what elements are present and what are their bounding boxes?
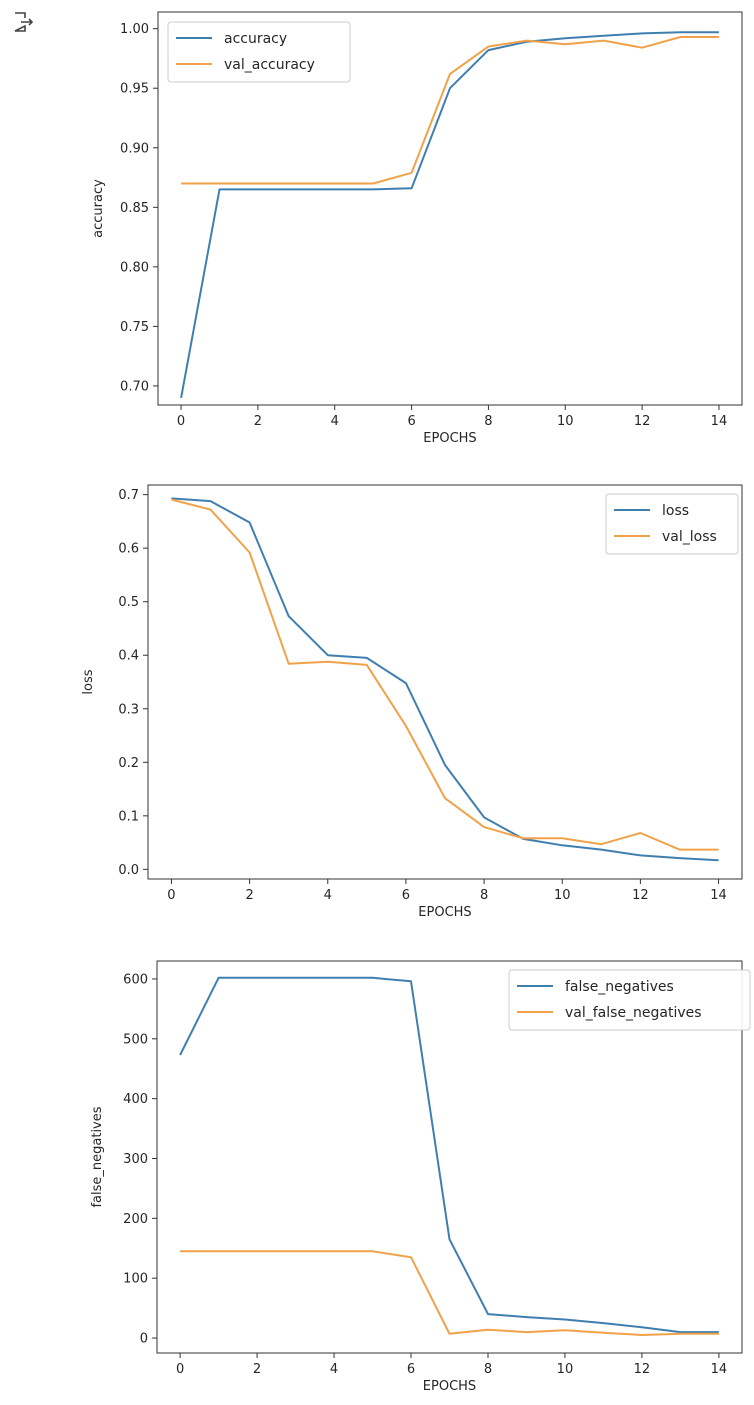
x-tick-label: 8 bbox=[480, 888, 488, 903]
plot-frame bbox=[157, 11, 743, 406]
y-axis-label: loss bbox=[81, 669, 96, 694]
y-tick-label: 0 bbox=[140, 1332, 148, 1347]
y-tick-label: 0.95 bbox=[120, 82, 149, 97]
y-tick-label: 0.6 bbox=[118, 542, 139, 557]
y-axis-label: false_negatives bbox=[90, 1106, 105, 1207]
legend-label: val_accuracy bbox=[224, 57, 315, 73]
x-tick-label: 10 bbox=[557, 1362, 574, 1377]
x-tick-label: 12 bbox=[634, 414, 651, 429]
y-tick-label: 400 bbox=[123, 1092, 148, 1107]
y-tick-label: 300 bbox=[123, 1152, 148, 1167]
x-axis-label: EPOCHS bbox=[418, 905, 471, 920]
y-tick-label: 500 bbox=[123, 1032, 148, 1047]
x-tick-label: 2 bbox=[253, 1362, 261, 1377]
legend-label: loss bbox=[662, 503, 689, 519]
legend-box bbox=[508, 969, 751, 1031]
y-tick-label: 0.5 bbox=[118, 595, 139, 610]
x-tick-label: 6 bbox=[402, 888, 410, 903]
series-line-val_accuracy bbox=[181, 36, 719, 185]
x-tick-label: 4 bbox=[331, 414, 339, 429]
plot-frame bbox=[147, 484, 743, 880]
x-tick-label: 2 bbox=[254, 414, 262, 429]
x-tick-label: 4 bbox=[330, 1362, 338, 1377]
y-tick-label: 200 bbox=[123, 1212, 148, 1227]
y-tick-label: 0.80 bbox=[120, 260, 149, 275]
y-tick-label: 0.3 bbox=[118, 702, 139, 717]
y-tick-label: 0.90 bbox=[120, 141, 149, 156]
x-tick-label: 14 bbox=[711, 414, 728, 429]
x-tick-label: 2 bbox=[245, 888, 253, 903]
legend-label: val_loss bbox=[662, 529, 717, 545]
series-line-accuracy bbox=[180, 31, 719, 399]
x-tick-label: 8 bbox=[484, 414, 492, 429]
false-negatives-chart: 0 2 4 6 8 10 12 14 0 100 200 300 400 500 600 EPOCHS fals… bbox=[90, 960, 751, 1394]
legend-label: val_false_negatives bbox=[565, 1005, 702, 1021]
accuracy-chart: 0 2 4 6 8 10 12 14 0.70 0.75 0.80 0.85 0.90 0.95 1.00 E… bbox=[91, 11, 743, 446]
y-tick-label: 100 bbox=[123, 1272, 148, 1287]
x-tick-label: 0 bbox=[177, 414, 185, 429]
x-tick-label: 12 bbox=[632, 888, 649, 903]
y-tick-label: 0.0 bbox=[118, 863, 139, 878]
y-tick-label: 0.85 bbox=[120, 201, 149, 216]
series-line-loss bbox=[171, 497, 719, 862]
legend-box bbox=[167, 21, 351, 83]
loss-chart: 0 2 4 6 8 10 12 14 0.0 0.1 0.2 0.3 0.4 0.5 0.6 0.7 EPOCH… bbox=[81, 484, 743, 920]
y-tick-label: 600 bbox=[123, 972, 148, 987]
series-line-val_loss bbox=[171, 498, 719, 851]
output-arrow-icon bbox=[14, 12, 34, 32]
legend-label: false_negatives bbox=[565, 979, 674, 995]
x-tick-label: 14 bbox=[711, 1362, 728, 1377]
x-tick-label: 8 bbox=[484, 1362, 492, 1377]
x-tick-label: 12 bbox=[634, 1362, 651, 1377]
y-tick-label: 0.7 bbox=[118, 488, 139, 503]
x-tick-label: 0 bbox=[176, 1362, 184, 1377]
x-tick-label: 4 bbox=[324, 888, 332, 903]
x-axis-label: EPOCHS bbox=[423, 431, 476, 446]
x-tick-label: 6 bbox=[407, 414, 415, 429]
y-tick-label: 0.2 bbox=[118, 756, 139, 771]
plot-frame bbox=[156, 960, 743, 1354]
y-tick-label: 1.00 bbox=[120, 22, 149, 37]
y-axis-label: accuracy bbox=[91, 179, 106, 238]
y-tick-label: 0.75 bbox=[120, 320, 149, 335]
y-tick-label: 0.1 bbox=[118, 809, 139, 824]
y-tick-label: 0.4 bbox=[118, 649, 139, 664]
x-tick-label: 6 bbox=[407, 1362, 415, 1377]
x-axis-label: EPOCHS bbox=[423, 1379, 476, 1394]
x-tick-label: 10 bbox=[554, 888, 571, 903]
x-tick-label: 10 bbox=[557, 414, 574, 429]
y-tick-label: 0.70 bbox=[120, 379, 149, 394]
legend-label: accuracy bbox=[224, 31, 287, 47]
x-tick-label: 14 bbox=[710, 888, 727, 903]
series-line-val_false_negatives bbox=[180, 1250, 719, 1336]
x-tick-label: 0 bbox=[167, 888, 175, 903]
series-line-false_negatives bbox=[179, 976, 719, 1334]
